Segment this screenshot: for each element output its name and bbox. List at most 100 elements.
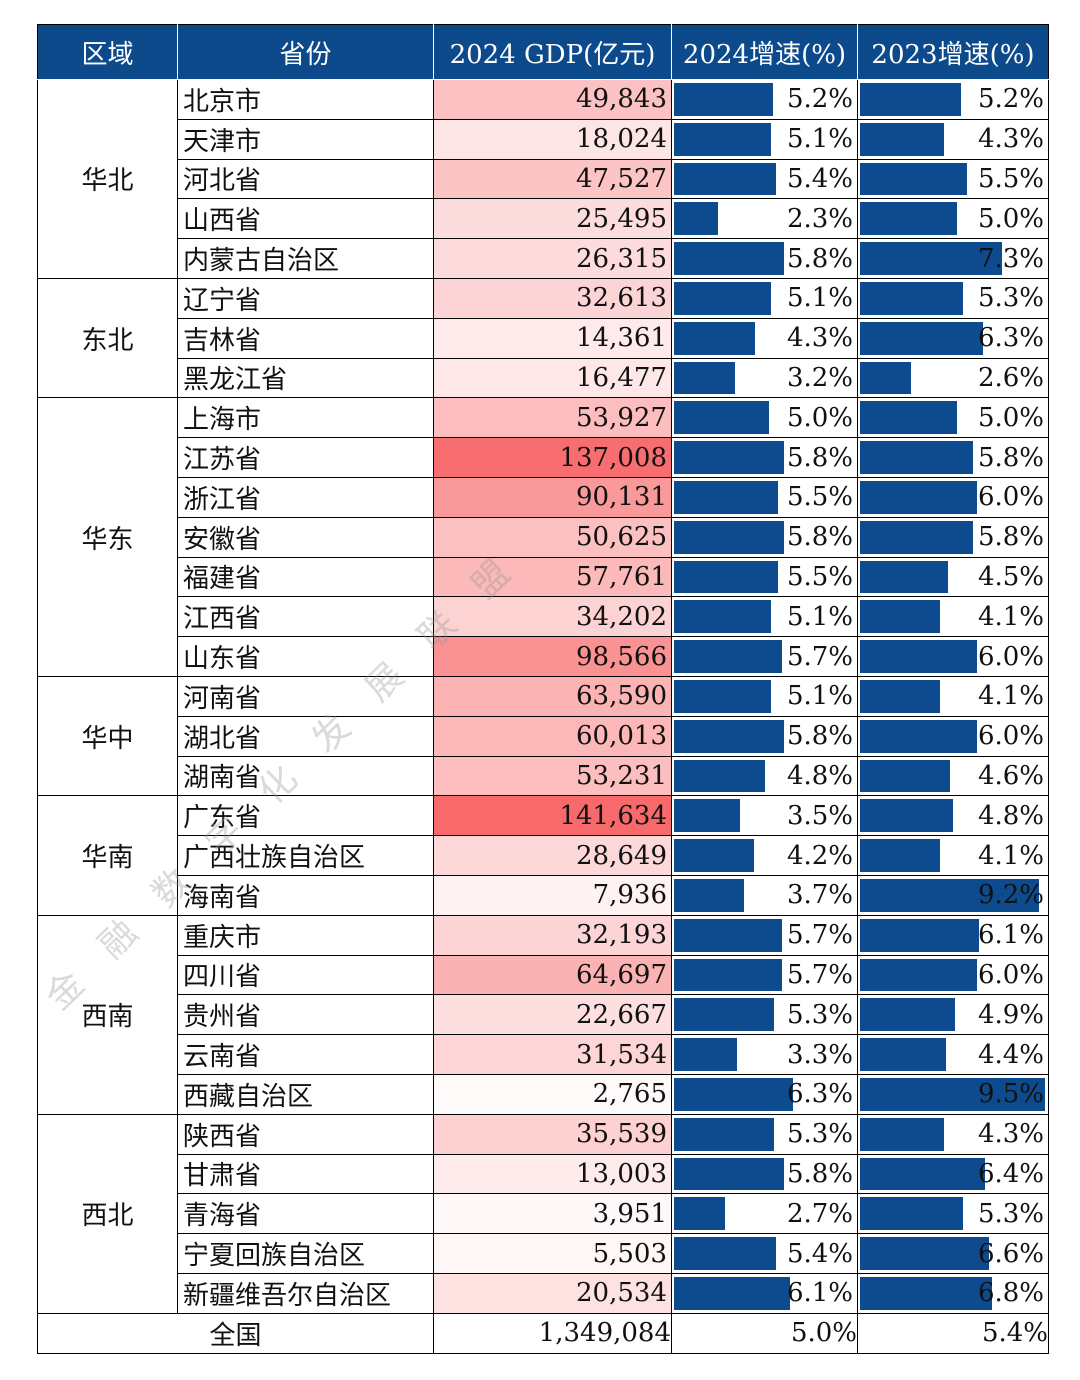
growth-2023-cell: 5.3% bbox=[857, 1193, 1049, 1235]
growth-2024-cell: 4.3% bbox=[671, 317, 858, 359]
table-row: 云南省 31,534 3.3% 4.4% bbox=[38, 1034, 1049, 1075]
header-row: 区域 省份 2024 GDP(亿元) 2024增速(%) 2023增速(%) bbox=[37, 24, 1049, 80]
table-row: 华中 河南省 63,590 5.1% 4.1% bbox=[37, 675, 1049, 797]
growth-2023-value: 4.9% bbox=[977, 999, 1044, 1030]
growth-2024-cell: 3.2% bbox=[671, 357, 858, 399]
region-cell: 西南 bbox=[37, 914, 178, 1115]
gdp-cell: 35,539 bbox=[433, 1113, 672, 1155]
growth-2023-cell: 5.5% bbox=[857, 158, 1049, 200]
growth-2023-value: 4.6% bbox=[977, 760, 1044, 791]
growth-2023-value: 9.2% bbox=[977, 880, 1044, 911]
growth-2024-bar bbox=[674, 1157, 784, 1191]
growth-2023-cell: 4.1% bbox=[857, 675, 1049, 717]
province-cell: 四川省 bbox=[177, 954, 434, 996]
growth-2023-value: 2.6% bbox=[977, 362, 1044, 393]
table-row: 江苏省 137,008 5.8% 5.8% bbox=[38, 437, 1049, 478]
growth-2023-cell: 4.1% bbox=[857, 596, 1049, 638]
gdp-cell: 18,024 bbox=[433, 118, 672, 160]
growth-2024-value: 5.3% bbox=[786, 1119, 853, 1150]
table-row: 新疆维吾尔自治区 20,534 6.1% 6.8% bbox=[38, 1272, 1049, 1314]
table-row: 山东省 98,566 5.7% 6.0% bbox=[38, 636, 1049, 677]
table-row: 贵州省 22,667 5.3% 4.9% bbox=[38, 994, 1049, 1036]
growth-2023-value: 5.5% bbox=[977, 163, 1044, 194]
province-cell: 江苏省 bbox=[177, 437, 434, 478]
table-row: 内蒙古自治区 26,315 5.8% 7.3% bbox=[38, 238, 1049, 279]
total-label: 全国 bbox=[37, 1312, 434, 1354]
growth-2024-value: 5.1% bbox=[786, 681, 853, 712]
growth-2023-value: 4.8% bbox=[977, 800, 1044, 831]
growth-2024-cell: 5.7% bbox=[671, 914, 858, 956]
table-row: 东北 辽宁省 32,613 5.1% 5.3% bbox=[37, 277, 1049, 399]
growth-2024-bar bbox=[674, 441, 784, 474]
growth-2024-bar bbox=[674, 520, 784, 554]
gdp-cell: 34,202 bbox=[433, 596, 672, 638]
gdp-cell: 47,527 bbox=[433, 158, 672, 200]
province-cell: 新疆维吾尔自治区 bbox=[177, 1272, 434, 1314]
total-growth-2024: 5.0% bbox=[671, 1312, 858, 1354]
growth-2024-bar bbox=[674, 480, 778, 514]
total-gdp: 1,349,084 bbox=[433, 1312, 672, 1354]
growth-2024-value: 3.2% bbox=[786, 362, 853, 393]
growth-2023-bar bbox=[860, 1197, 963, 1231]
growth-2023-cell: 4.9% bbox=[857, 994, 1049, 1036]
growth-2023-cell: 5.8% bbox=[857, 516, 1049, 558]
province-cell: 青海省 bbox=[177, 1193, 434, 1235]
growth-2023-bar bbox=[860, 122, 944, 156]
growth-2024-cell: 5.8% bbox=[671, 238, 858, 279]
growth-2023-cell: 4.3% bbox=[857, 1113, 1049, 1155]
table-row: 吉林省 14,361 4.3% 6.3% bbox=[38, 317, 1049, 359]
growth-2024-value: 5.1% bbox=[786, 283, 853, 314]
province-cell: 重庆市 bbox=[177, 914, 434, 956]
growth-2023-cell: 4.6% bbox=[857, 755, 1049, 797]
growth-2023-value: 4.5% bbox=[977, 561, 1044, 592]
growth-2024-bar bbox=[674, 1038, 737, 1071]
province-cell: 甘肃省 bbox=[177, 1153, 434, 1195]
growth-2023-bar bbox=[860, 839, 940, 872]
growth-2023-cell: 5.3% bbox=[857, 277, 1049, 319]
growth-2024-value: 3.5% bbox=[786, 800, 853, 831]
growth-2023-cell: 9.2% bbox=[857, 874, 1049, 916]
growth-2024-cell: 5.8% bbox=[671, 437, 858, 478]
growth-2024-value: 5.3% bbox=[786, 999, 853, 1030]
gdp-cell: 50,625 bbox=[433, 516, 672, 558]
growth-2024-value: 6.3% bbox=[786, 1079, 853, 1110]
growth-2024-value: 5.1% bbox=[786, 124, 853, 155]
growth-2024-cell: 5.2% bbox=[671, 79, 858, 120]
gdp-cell: 32,613 bbox=[433, 277, 672, 319]
growth-2024-bar bbox=[674, 799, 740, 833]
growth-2024-bar bbox=[674, 600, 771, 634]
gdp-cell: 13,003 bbox=[433, 1153, 672, 1195]
growth-2023-bar bbox=[860, 1117, 944, 1151]
growth-2023-cell: 6.0% bbox=[857, 636, 1049, 677]
growth-2023-value: 5.3% bbox=[977, 283, 1044, 314]
province-cell: 河北省 bbox=[177, 158, 434, 200]
growth-2024-cell: 5.8% bbox=[671, 1153, 858, 1195]
growth-2024-value: 2.7% bbox=[786, 1198, 853, 1229]
gdp-cell: 7,936 bbox=[433, 874, 672, 916]
table-row: 河北省 47,527 5.4% 5.5% bbox=[38, 158, 1049, 200]
growth-2023-bar bbox=[860, 958, 977, 992]
growth-2023-bar bbox=[860, 83, 961, 116]
table-row: 广西壮族自治区 28,649 4.2% 4.1% bbox=[38, 835, 1049, 876]
gdp-cell: 22,667 bbox=[433, 994, 672, 1036]
growth-2023-value: 6.1% bbox=[977, 920, 1044, 951]
gdp-cell: 57,761 bbox=[433, 556, 672, 598]
growth-2024-bar bbox=[674, 918, 782, 952]
growth-2024-bar bbox=[674, 839, 754, 872]
growth-2023-value: 5.0% bbox=[977, 203, 1044, 234]
growth-2023-bar bbox=[860, 1157, 985, 1191]
growth-2023-cell: 7.3% bbox=[857, 238, 1049, 279]
header-region: 区域 bbox=[37, 24, 178, 80]
growth-2023-cell: 4.3% bbox=[857, 118, 1049, 160]
growth-2023-value: 5.2% bbox=[977, 84, 1044, 115]
table-row: 安徽省 50,625 5.8% 5.8% bbox=[38, 516, 1049, 558]
gdp-cell: 49,843 bbox=[433, 79, 672, 120]
growth-2023-bar bbox=[860, 759, 950, 793]
table-row: 湖南省 53,231 4.8% 4.6% bbox=[38, 755, 1049, 797]
growth-2024-bar bbox=[674, 640, 782, 673]
province-cell: 上海市 bbox=[177, 397, 434, 439]
growth-2024-cell: 5.4% bbox=[671, 1233, 858, 1274]
growth-2023-bar bbox=[860, 679, 940, 713]
region-cell: 华南 bbox=[37, 795, 178, 916]
growth-2024-value: 5.5% bbox=[786, 482, 853, 513]
